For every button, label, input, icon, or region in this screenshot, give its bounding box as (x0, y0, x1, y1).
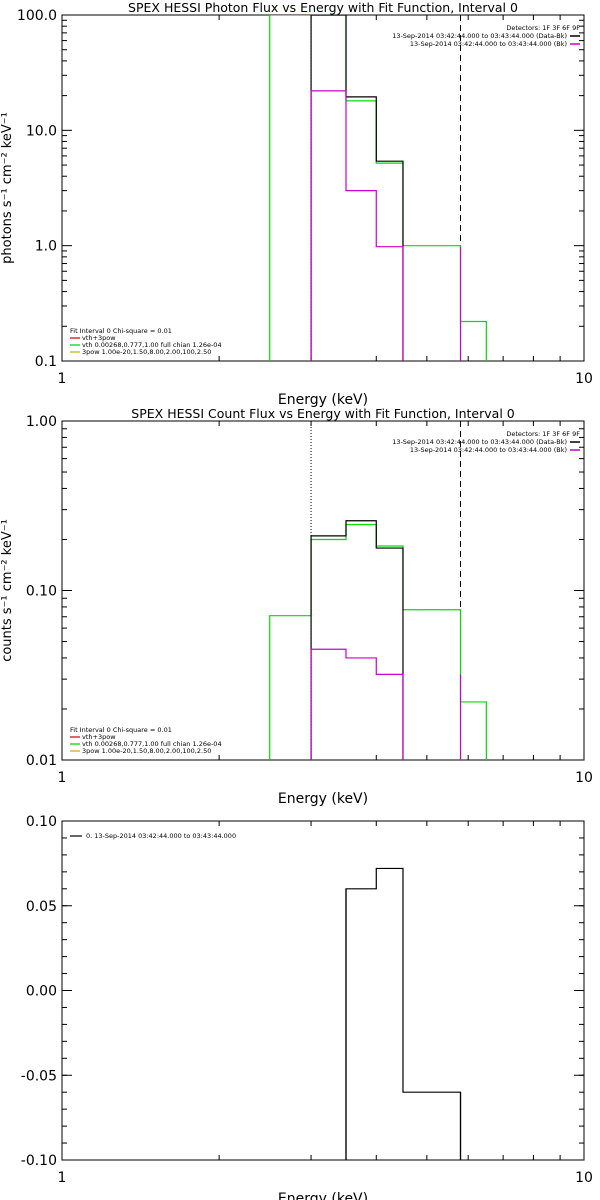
legend-entry: 0. 13-Sep-2014 03:42:44.000 to 03:43:44.… (86, 832, 236, 840)
plot-frame (61, 14, 585, 362)
series-bk (310, 648, 404, 760)
x-tick-label: 10 (575, 770, 593, 786)
legend-entry: 13-Sep-2014 03:42:44.000 to 03:43:44.000… (410, 40, 567, 48)
chart-title: SPEX HESSI Photon Flux vs Energy with Fi… (128, 0, 518, 15)
legend-entry: 13-Sep-2014 03:42:44.000 to 03:43:44.000… (392, 32, 567, 40)
chart-panel-1: 0.1 1.0 10.0 100.0 1 10 SPEX HESSI Photon Flux… (0, 0, 593, 408)
y-axis-label: photons s⁻¹ cm⁻² keV⁻¹ (0, 112, 15, 264)
chart-panel-2: 0.01 0.10 1.00 1 10 SPEX HESSI Count Flux vs … (0, 406, 593, 807)
x-tick-label: 1 (58, 770, 67, 786)
y-tick-label: 0.10 (26, 584, 57, 600)
series-data-bk (310, 520, 404, 760)
series-vth (269, 523, 487, 760)
y-tick-label: 0.00 (26, 984, 57, 1000)
legend-entry: 13-Sep-2014 03:42:44.000 to 03:43:44.000… (392, 438, 567, 446)
legend-entry: vth+3pow (82, 733, 116, 741)
legend-entry: vth 0.00268,0.777,1.00 full chian 1.26e-… (82, 341, 222, 349)
x-axis-label: Energy (keV) (278, 392, 368, 408)
y-tick-label: 1.0 (35, 239, 57, 255)
y-tick-label: 0.05 (26, 899, 57, 915)
x-tick-label: 10 (575, 1170, 593, 1186)
legend-entry: 3pow 1.00e-20,1.50,8.00,2.00,100,2.50 (82, 747, 211, 755)
x-tick-label: 10 (575, 371, 593, 387)
chart-title: SPEX HESSI Count Flux vs Energy with Fit… (131, 406, 514, 421)
detectors-label: Detectors: 1F 3F 6F 9F (506, 24, 580, 32)
series-vth (269, 15, 487, 361)
legend-entry: Fit Interval 0 Chi-square = 0.01 (70, 327, 172, 335)
legend-entry: vth 0.00268,0.777,1.00 full chian 1.26e-… (82, 740, 222, 748)
detectors-label: Detectors: 1F 3F 6F 9F (506, 430, 580, 438)
data-layer (345, 867, 462, 1160)
y-axis-label: counts s⁻¹ cm⁻² keV⁻¹ (0, 519, 15, 662)
y-tick-label: -0.10 (21, 1153, 57, 1169)
data-layer (269, 15, 487, 361)
x-tick-label: 1 (58, 371, 67, 387)
series-data-bk (310, 15, 404, 361)
legend-entry: 3pow 1.00e-20,1.50,8.00,2.00,100,2.50 (82, 348, 211, 356)
y-tick-label: 0.1 (35, 354, 57, 370)
series-bk (310, 90, 404, 361)
y-tick-label: 0.01 (26, 753, 57, 769)
y-tick-label: 10.0 (26, 123, 57, 139)
legend-entry: 13-Sep-2014 03:42:44.000 to 03:43:44.000… (410, 446, 567, 454)
plot-frame (61, 420, 585, 761)
x-axis-label: Energy (keV) (278, 791, 368, 807)
x-axis-label: Energy (keV) (278, 1191, 368, 1200)
legend-entry: Fit Interval 0 Chi-square = 0.01 (70, 726, 172, 734)
y-tick-label: 0.10 (26, 814, 57, 830)
chart-panel-3: -0.10 -0.05 0.00 0.05 0.10 1 10 Energy (keV) 0. … (21, 814, 593, 1200)
legend-entry: vth+3pow (82, 334, 116, 342)
y-tick-label: 1.00 (26, 414, 57, 430)
x-tick-label: 1 (58, 1170, 67, 1186)
data-layer (269, 421, 487, 760)
y-tick-label: 100.0 (17, 8, 57, 24)
series-residuals (345, 867, 462, 1160)
y-tick-label: -0.05 (21, 1068, 57, 1084)
plot-frame (61, 820, 585, 1161)
